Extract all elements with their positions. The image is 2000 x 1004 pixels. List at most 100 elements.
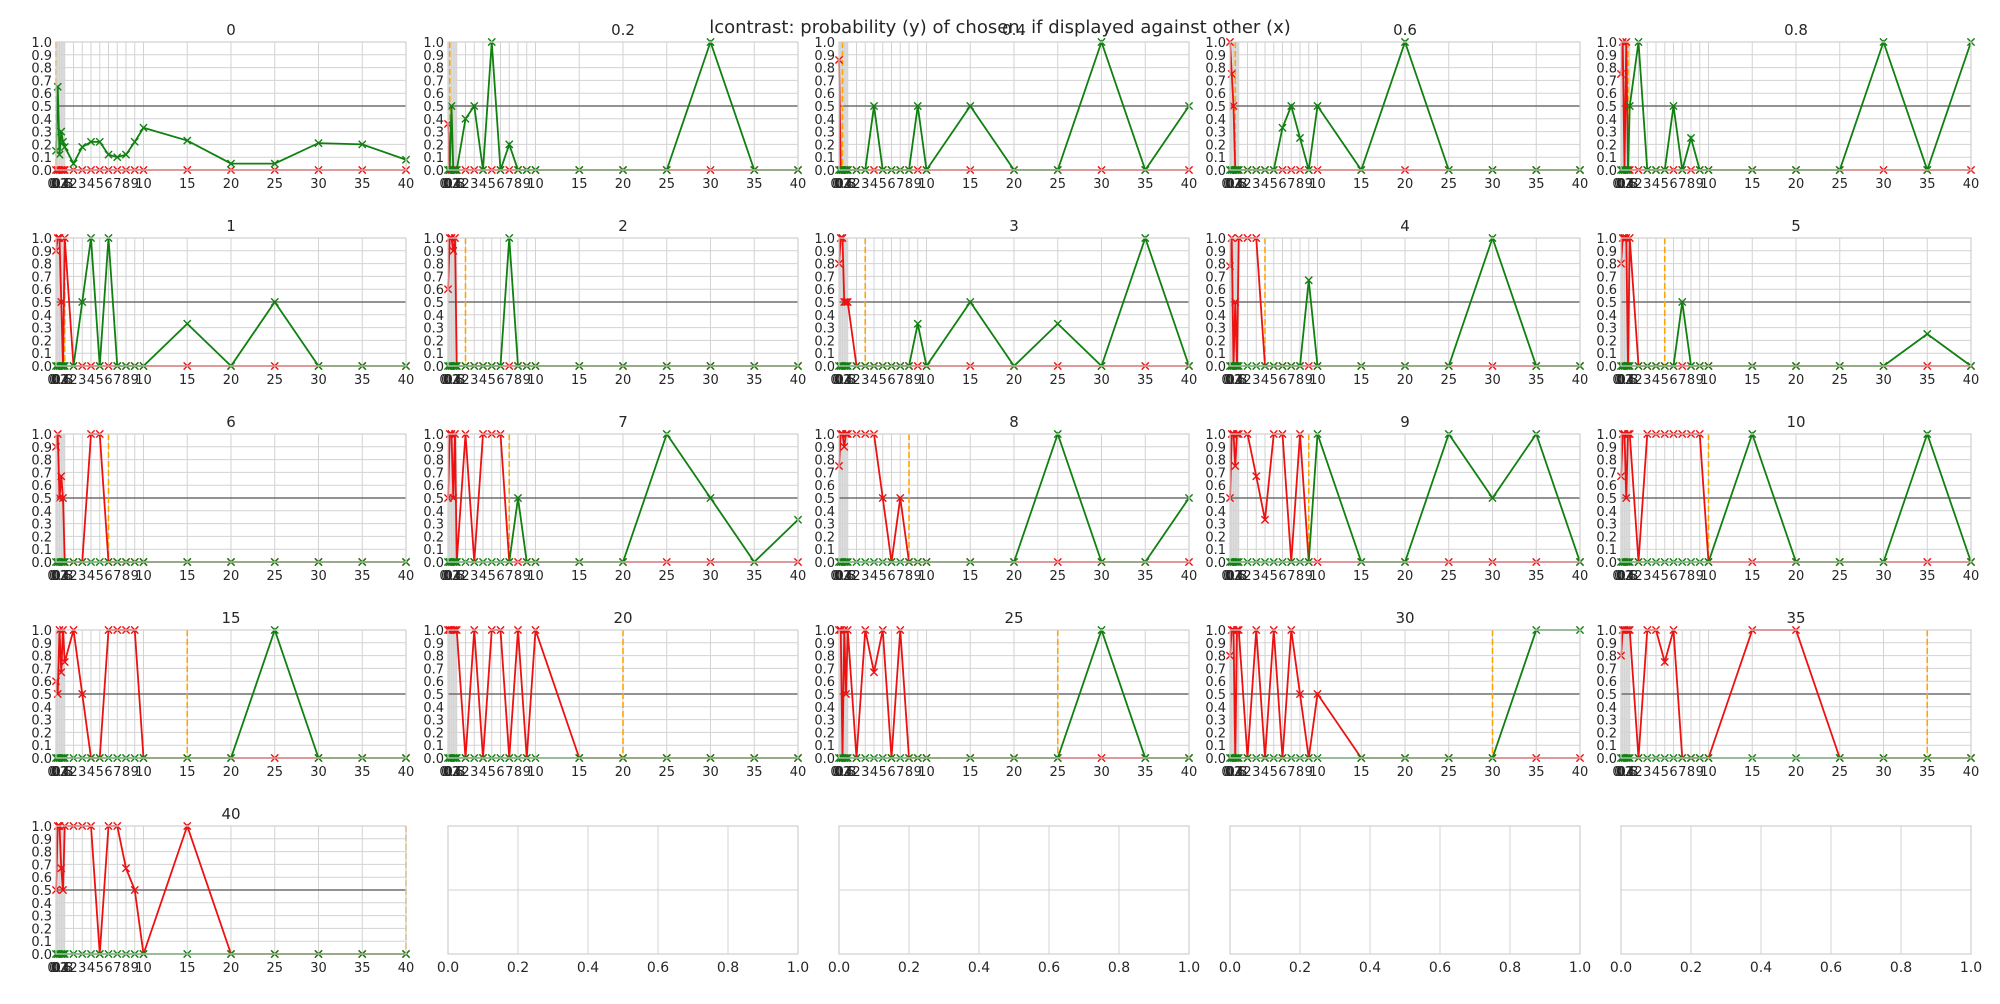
x-tick-label: 0.4 bbox=[1223, 177, 1244, 192]
y-tick-label: 0.6 bbox=[31, 871, 52, 886]
x-tick-label: 0.0 bbox=[1219, 960, 1241, 976]
y-tick-label: 0.8 bbox=[423, 258, 444, 273]
y-tick-label: 0.6 bbox=[1596, 675, 1617, 690]
x-tick-label: 8 bbox=[1296, 765, 1304, 780]
x-tick-label: 6 bbox=[496, 765, 504, 780]
x-tick-label: 0 bbox=[1226, 569, 1234, 584]
x-tick-label: 30 bbox=[1875, 373, 1892, 388]
x-tick-label: 9 bbox=[523, 569, 531, 584]
y-tick-label: 0.7 bbox=[423, 466, 444, 481]
x-tick-label: 6 bbox=[1278, 177, 1286, 192]
x-tick-label: 0.8 bbox=[53, 765, 74, 780]
x-tick-label: 8 bbox=[514, 373, 522, 388]
y-tick-label: 0.5 bbox=[1596, 296, 1617, 311]
x-tick-label: 40 bbox=[790, 373, 807, 388]
x-tick-label: 0 bbox=[444, 569, 452, 584]
y-tick-label: 0.6 bbox=[31, 675, 52, 690]
x-tick-label: 0.8 bbox=[53, 177, 74, 192]
green-series-point bbox=[1313, 101, 1322, 111]
x-tick-label: 0 bbox=[1226, 373, 1234, 388]
x-tick-label: 15 bbox=[179, 961, 196, 976]
y-tick-label: 0.7 bbox=[423, 74, 444, 89]
x-tick-label: 9 bbox=[523, 765, 531, 780]
y-tick-label: 0.5 bbox=[1596, 492, 1617, 507]
x-tick-label: 0.6 bbox=[443, 765, 464, 780]
y-tick-label: 0.0 bbox=[423, 752, 444, 767]
x-tick-label: 0.2 bbox=[1221, 765, 1242, 780]
x-tick-label: 6 bbox=[104, 569, 112, 584]
x-tick-label: 0.4 bbox=[832, 177, 853, 192]
x-tick-label: 35 bbox=[1528, 569, 1545, 584]
x-tick-label: 8 bbox=[122, 569, 130, 584]
x-tick-label: 0.2 bbox=[1680, 960, 1702, 976]
red-series-point bbox=[878, 493, 887, 503]
x-tick-label: 3 bbox=[1252, 177, 1260, 192]
y-tick-label: 0.7 bbox=[423, 270, 444, 285]
x-tick-label: 30 bbox=[1484, 177, 1501, 192]
y-tick-label: 0.2 bbox=[814, 138, 835, 153]
plot-frame bbox=[838, 433, 1190, 563]
green-series-point bbox=[183, 319, 192, 328]
x-tick-label: 0.2 bbox=[439, 765, 460, 780]
y-tick-label: 0.2 bbox=[1596, 726, 1617, 741]
x-tick-label: 4 bbox=[1652, 765, 1660, 780]
x-tick-label: 4 bbox=[1261, 569, 1269, 584]
y-tick-label: 0.0 bbox=[1205, 360, 1226, 375]
red-series-point bbox=[1231, 297, 1240, 307]
x-tick-label: 0.8 bbox=[53, 961, 74, 976]
x-tick-label: 0.8 bbox=[1108, 960, 1130, 976]
figure-title: lcontrast: probability (y) of chosen, if… bbox=[709, 17, 1291, 38]
plot-frame bbox=[838, 41, 1190, 171]
plot-frame bbox=[447, 629, 799, 759]
x-tick-label: 9 bbox=[523, 373, 531, 388]
x-tick-label: 0 bbox=[835, 373, 843, 388]
y-tick-label: 0.8 bbox=[423, 454, 444, 469]
y-tick-label: 0.4 bbox=[423, 505, 444, 520]
y-tick-label: 1.0 bbox=[423, 428, 444, 443]
x-tick-label: 40 bbox=[1572, 569, 1589, 584]
x-tick-label: 15 bbox=[1744, 177, 1761, 192]
x-tick-label: 0.2 bbox=[47, 961, 68, 976]
x-tick-label: 35 bbox=[1919, 177, 1936, 192]
x-tick-label: 25 bbox=[658, 177, 675, 192]
x-tick-label: 0.4 bbox=[1614, 569, 1635, 584]
x-tick-label: 6 bbox=[104, 961, 112, 976]
green-series-point bbox=[53, 82, 62, 91]
y-tick-label: 0.1 bbox=[1596, 543, 1617, 558]
y-tick-label: 0.0 bbox=[1205, 556, 1226, 571]
subplot: 0.20.00.10.20.30.40.50.60.70.80.91.000.2… bbox=[423, 21, 806, 192]
y-tick-label: 0.4 bbox=[1596, 505, 1617, 520]
x-tick-label: 0.2 bbox=[439, 373, 460, 388]
x-tick-label: 8 bbox=[1687, 177, 1695, 192]
green-series-point bbox=[1295, 133, 1305, 143]
green-series-point bbox=[55, 150, 64, 159]
red-series-point bbox=[1227, 69, 1236, 79]
y-tick-label: 0.7 bbox=[423, 662, 444, 677]
x-tick-label: 20 bbox=[223, 177, 240, 192]
x-tick-label: 6 bbox=[1278, 765, 1286, 780]
x-tick-label: 1.0 bbox=[1960, 960, 1982, 976]
x-tick-label: 7 bbox=[1678, 373, 1686, 388]
x-tick-label: 10 bbox=[1700, 177, 1717, 192]
x-tick-label: 0.6 bbox=[1820, 960, 1842, 976]
plot-frame bbox=[1229, 629, 1581, 759]
subplot: 0.80.00.10.20.30.40.50.60.70.80.91.000.2… bbox=[1596, 21, 1979, 192]
subplot-title: 30 bbox=[1395, 609, 1414, 627]
y-tick-label: 0.2 bbox=[1596, 138, 1617, 153]
green-series-point bbox=[1678, 297, 1687, 307]
x-tick-label: 1 bbox=[453, 569, 461, 584]
x-tick-label: 5 bbox=[488, 177, 496, 192]
y-tick-label: 0.1 bbox=[814, 739, 835, 754]
y-tick-label: 1.0 bbox=[814, 232, 835, 247]
x-tick-label: 0 bbox=[52, 177, 60, 192]
x-tick-label: 2 bbox=[1634, 765, 1642, 780]
y-tick-label: 0.1 bbox=[423, 543, 444, 558]
y-tick-label: 0.2 bbox=[423, 726, 444, 741]
y-tick-label: 0.8 bbox=[1205, 258, 1226, 273]
x-tick-label: 20 bbox=[1006, 569, 1023, 584]
subplot: 0.0 0.2 0.4 0.6 0.8 1.0 bbox=[1219, 825, 1591, 976]
x-tick-label: 8 bbox=[1687, 569, 1695, 584]
x-tick-label: 0.6 bbox=[443, 569, 464, 584]
y-tick-label: 0.1 bbox=[31, 347, 52, 362]
y-tick-label: 0.7 bbox=[1596, 270, 1617, 285]
